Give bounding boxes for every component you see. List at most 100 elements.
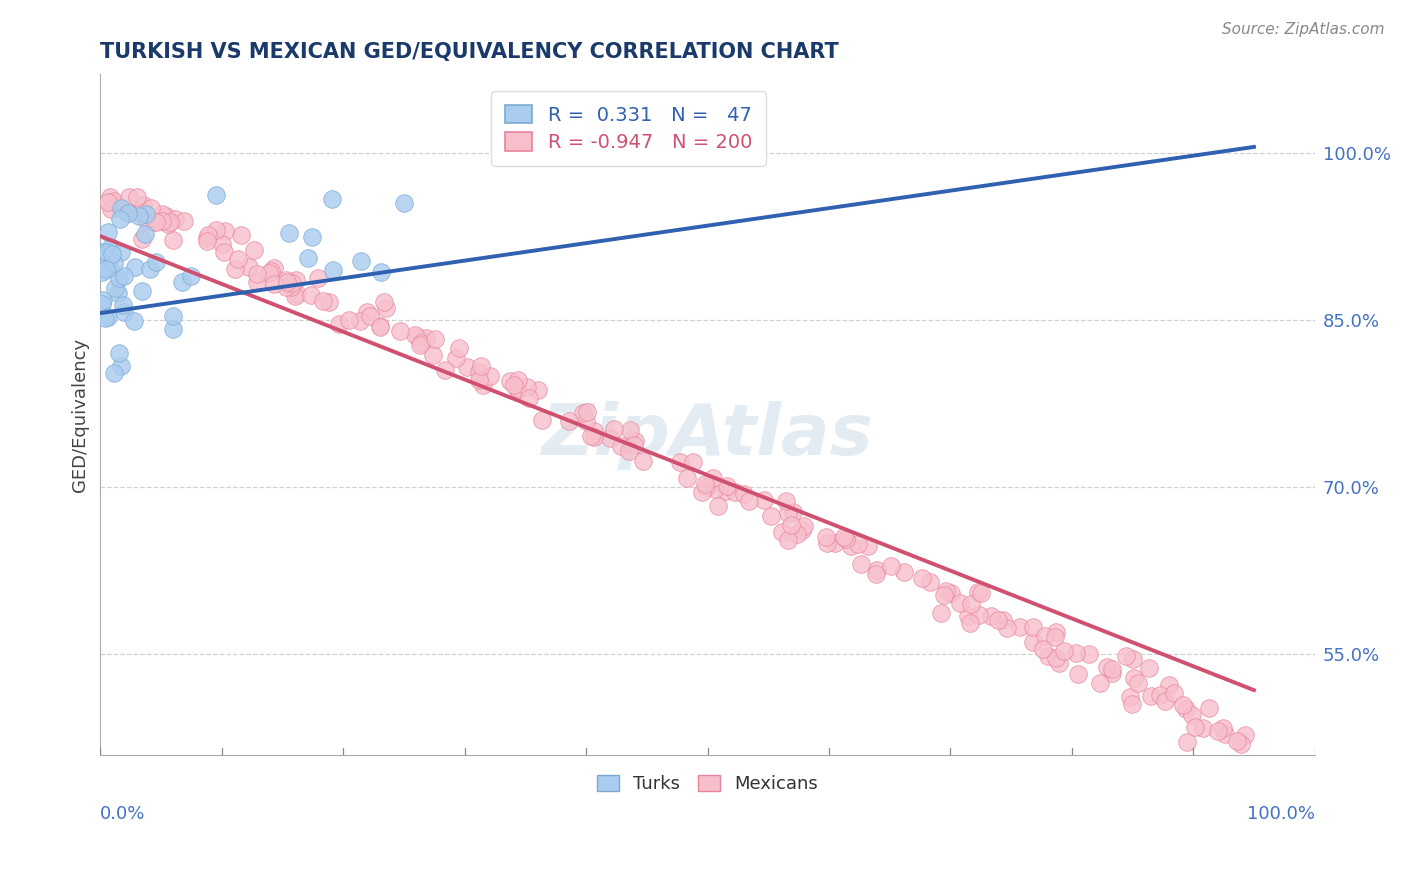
Point [780,517,803,532]
Point [263,277,285,291]
Point [1043,630,1066,644]
Point [1137,661,1160,675]
Point [470,359,492,374]
Point [778,533,800,547]
Point [322,263,344,277]
Point [959,597,981,611]
Point [526,383,548,397]
Point [865,563,887,577]
Point [516,380,538,394]
Point [738,494,761,508]
Point [110,244,132,259]
Point [920,575,942,590]
Point [1045,625,1067,640]
Point [349,314,371,328]
Point [1140,689,1163,703]
Point [967,608,990,623]
Point [117,206,139,220]
Point [835,533,858,547]
Point [136,214,159,228]
Point [110,359,132,374]
Point [786,527,808,541]
Point [583,424,606,438]
Point [1119,690,1142,704]
Point [970,586,993,600]
Point [93,311,115,326]
Point [388,324,411,338]
Point [97,194,120,209]
Point [155,209,177,223]
Point [107,286,129,301]
Point [274,280,297,294]
Point [370,265,392,279]
Point [321,192,343,206]
Point [276,275,298,289]
Point [1234,728,1257,742]
Point [444,351,467,366]
Point [212,244,235,259]
Point [1213,727,1236,741]
Point [263,260,285,275]
Point [1198,701,1220,715]
Point [624,434,647,449]
Point [142,215,165,229]
Point [599,431,621,445]
Point [770,524,793,539]
Point [260,264,283,278]
Point [911,571,934,585]
Point [1206,723,1229,738]
Point [579,429,602,443]
Point [506,381,529,395]
Point [374,301,396,315]
Point [356,304,378,318]
Point [1128,675,1150,690]
Point [1066,667,1088,681]
Point [610,439,633,453]
Point [100,239,122,253]
Point [934,588,956,602]
Point [959,616,981,631]
Point [96,261,118,276]
Point [103,194,125,209]
Point [776,506,799,520]
Point [503,377,526,392]
Point [991,613,1014,627]
Point [716,479,738,493]
Point [1226,734,1249,748]
Point [150,214,173,228]
Point [865,567,887,582]
Point [702,470,724,484]
Point [108,212,131,227]
Point [1101,662,1123,676]
Point [197,227,219,242]
Point [1045,651,1067,665]
Point [1021,635,1043,649]
Point [277,226,299,240]
Point [318,294,340,309]
Point [846,537,869,551]
Point [103,255,125,269]
Point [246,267,269,281]
Point [299,287,322,301]
Point [815,530,838,544]
Point [1149,688,1171,702]
Point [631,454,654,468]
Point [337,313,360,327]
Point [197,230,219,244]
Point [617,444,640,458]
Point [517,391,540,405]
Point [1101,665,1123,680]
Point [1053,644,1076,658]
Point [1064,646,1087,660]
Point [307,271,329,285]
Point [301,229,323,244]
Point [856,539,879,553]
Point [284,289,307,303]
Point [676,471,699,485]
Text: TURKISH VS MEXICAN GED/EQUIVALENCY CORRELATION CHART: TURKISH VS MEXICAN GED/EQUIVALENCY CORRE… [100,42,839,62]
Point [422,348,444,362]
Point [790,523,813,537]
Point [214,224,236,238]
Point [733,487,755,501]
Point [100,202,122,216]
